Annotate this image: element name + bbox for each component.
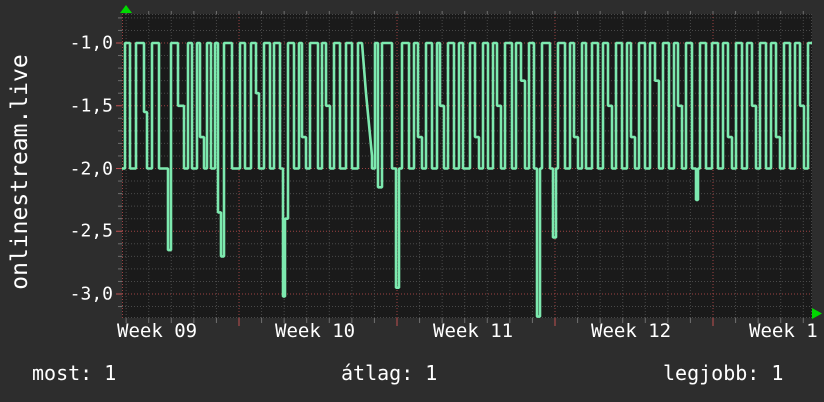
chart-plot [116,5,822,326]
series-line [122,41,812,318]
y-tick-label: -1,5 [69,95,113,117]
y-tick-label: -3,0 [69,283,113,305]
y-axis-title: onlinestream.live [7,54,33,290]
y-tick-label: -2,0 [69,158,113,179]
x-axis-arrow-icon [812,308,822,319]
x-tick-label: Week 1 [749,320,818,342]
y-axis-arrow-icon [120,5,132,13]
x-tick-label: Week 09 [117,320,198,342]
stat-value: legjobb: 1 [663,361,784,385]
stat-value: most: 1 [32,361,117,385]
x-tick-label: Week 11 [433,320,514,342]
x-tick-label: Week 12 [591,320,672,342]
x-tick-label: Week 10 [275,320,356,342]
y-tick-label: -2,5 [69,220,113,242]
stat-value: átlag: 1 [341,361,438,385]
plot-background [122,14,812,318]
y-tick-label: -1,0 [69,32,113,54]
